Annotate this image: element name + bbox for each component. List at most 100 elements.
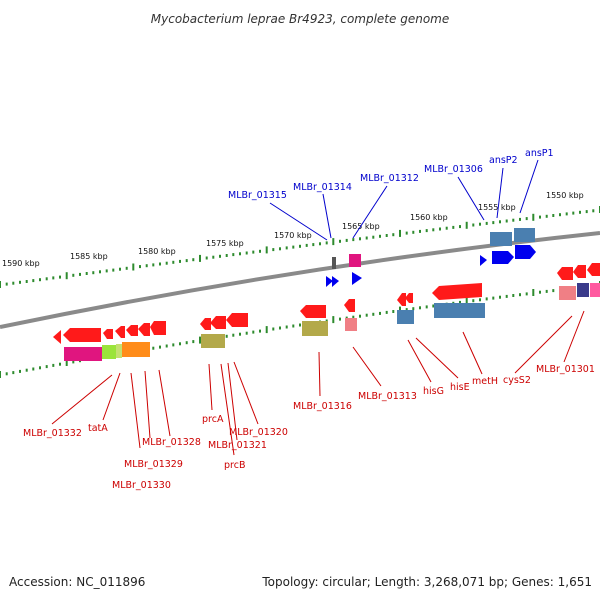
gene-label-mlbr01332[interactable]: MLBr_01332: [23, 428, 82, 439]
gene-label-mlbr01321[interactable]: MLBr_01321: [208, 440, 267, 451]
gene-arrow[interactable]: [557, 267, 573, 280]
minor-tick: [52, 276, 55, 280]
minor-tick: [39, 366, 41, 370]
minor-tick: [179, 342, 181, 346]
gene-arrow[interactable]: [63, 328, 101, 342]
minor-tick: [225, 334, 228, 338]
gene-label-mlbr01330[interactable]: MLBr_01330: [112, 480, 171, 491]
major-tick: [0, 371, 1, 378]
gene-label-mlbr01306[interactable]: MLBr_01306: [424, 164, 483, 175]
gene-arrow[interactable]: [573, 265, 586, 278]
gene-label-mlbr01314[interactable]: MLBr_01314: [293, 182, 352, 193]
scale-label: 1555 kbp: [478, 203, 516, 212]
gene-arrow[interactable]: [344, 299, 355, 312]
minor-tick: [19, 369, 21, 373]
gene-arrow[interactable]: [103, 329, 113, 339]
gene-label-tata[interactable]: tatA: [88, 423, 108, 434]
gene-label-mlbr01328[interactable]: MLBr_01328: [142, 437, 201, 448]
gene-label-ansp2[interactable]: ansP2: [489, 155, 518, 166]
gene-arrow[interactable]: [480, 255, 487, 266]
gene-box[interactable]: [349, 254, 361, 267]
major-tick: [0, 281, 1, 288]
minor-tick: [545, 214, 548, 218]
major-tick: [132, 263, 135, 271]
gene-box[interactable]: [302, 321, 328, 336]
minor-tick: [179, 259, 181, 263]
minor-tick: [319, 242, 321, 246]
gene-box[interactable]: [559, 286, 576, 300]
gene-label-hise[interactable]: hisE: [450, 382, 470, 393]
scale-label: 1560 kbp: [410, 213, 448, 222]
gene-box[interactable]: [64, 347, 102, 361]
gene-box[interactable]: [201, 334, 225, 348]
gene-label-mlbr01320[interactable]: MLBr_01320: [229, 427, 288, 438]
minor-tick: [572, 211, 575, 215]
gene-box[interactable]: [490, 232, 512, 246]
minor-tick: [19, 280, 21, 284]
minor-tick: [25, 280, 28, 283]
gene-box[interactable]: [590, 283, 600, 297]
gene-label-prca[interactable]: prcA: [202, 414, 224, 425]
gene-arrow[interactable]: [352, 272, 362, 285]
gene-box[interactable]: [332, 257, 336, 269]
major-tick: [332, 238, 335, 246]
minor-tick: [345, 238, 348, 242]
scale-label: 1550 kbp: [546, 191, 584, 200]
minor-tick: [152, 346, 155, 350]
minor-tick: [5, 282, 8, 286]
gene-arrow[interactable]: [53, 330, 61, 344]
minor-tick: [285, 246, 288, 250]
gene-arrow[interactable]: [432, 283, 482, 300]
gene-arrow[interactable]: [138, 323, 150, 336]
minor-tick: [172, 260, 175, 264]
gene-box[interactable]: [116, 344, 122, 358]
gene-box[interactable]: [514, 228, 535, 242]
gene-label-ansp1[interactable]: ansP1: [525, 148, 554, 159]
gene-box[interactable]: [102, 345, 116, 359]
minor-tick: [425, 305, 428, 309]
gene-arrow[interactable]: [200, 318, 211, 330]
gene-arrow[interactable]: [210, 316, 226, 329]
gene-label-mlbr01312[interactable]: MLBr_01312: [360, 173, 419, 184]
gene-arrow[interactable]: [587, 263, 600, 276]
minor-tick: [492, 296, 495, 300]
minor-tick: [512, 218, 515, 222]
gene-box[interactable]: [434, 303, 485, 318]
bottom-callout-lines: [51, 310, 585, 456]
minor-tick: [525, 292, 528, 296]
gene-arrow[interactable]: [405, 293, 413, 303]
gene-label-hisg[interactable]: hisG: [423, 386, 444, 397]
gene-label-prcb[interactable]: prcB: [224, 460, 245, 471]
gene-box[interactable]: [122, 342, 150, 357]
gene-label-cyss2[interactable]: cysS2: [503, 375, 531, 386]
gene-arrow[interactable]: [115, 326, 125, 338]
gene-arrow[interactable]: [492, 251, 514, 264]
gene-label-mlbr01329[interactable]: MLBr_01329: [124, 459, 183, 470]
minor-tick: [452, 225, 455, 229]
gene-label-mlbr01313[interactable]: MLBr_01313: [358, 391, 417, 402]
gene-box[interactable]: [397, 310, 414, 324]
gene-arrow[interactable]: [150, 321, 166, 335]
gene-label-mlbr01315[interactable]: MLBr_01315: [228, 190, 287, 201]
gene-box[interactable]: [345, 318, 357, 331]
minor-tick: [219, 254, 221, 258]
minor-tick: [505, 294, 508, 298]
gene-arrow[interactable]: [332, 276, 339, 287]
gene-arrow[interactable]: [515, 245, 536, 259]
gene-arrow[interactable]: [326, 276, 333, 287]
gene-label-mlbr01316[interactable]: MLBr_01316: [293, 401, 352, 412]
gene-label-meth[interactable]: metH: [472, 376, 498, 387]
minor-tick: [232, 333, 235, 337]
gene-arrow[interactable]: [300, 305, 326, 318]
minor-tick: [172, 343, 175, 347]
gene-label-mlbr01301[interactable]: MLBr_01301: [536, 364, 595, 375]
gene-box[interactable]: [577, 283, 589, 297]
major-tick: [332, 316, 335, 324]
minor-tick: [425, 229, 428, 233]
gene-arrow[interactable]: [226, 313, 248, 327]
gene-arrow[interactable]: [126, 325, 138, 336]
minor-tick: [39, 278, 41, 282]
minor-tick: [159, 262, 161, 266]
gene-arrow[interactable]: [397, 293, 406, 306]
minor-tick: [505, 219, 508, 223]
